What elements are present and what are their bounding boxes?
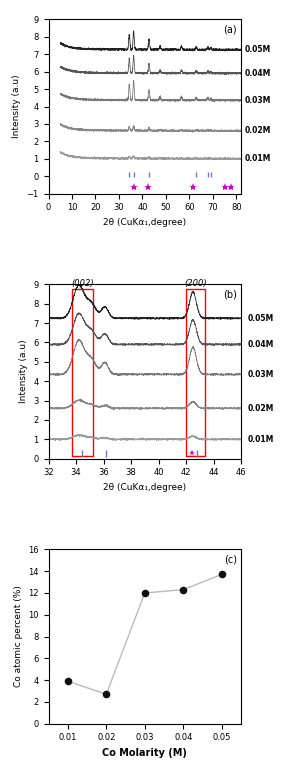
Text: 0.05M: 0.05M [245, 46, 271, 54]
Bar [72, 289, 93, 456]
Point [219, 568, 224, 580]
Y-axis label: Intensity (a.u): Intensity (a.u) [19, 340, 28, 403]
Text: 0.02M: 0.02M [248, 404, 274, 413]
Text: 0.03M: 0.03M [245, 96, 271, 105]
Point [104, 688, 108, 700]
Text: 0.05M: 0.05M [248, 313, 274, 323]
Text: (b): (b) [223, 289, 237, 300]
Text: (002): (002) [71, 279, 94, 288]
Text: 0.01M: 0.01M [248, 435, 274, 444]
Text: 0.04M: 0.04M [248, 340, 274, 349]
X-axis label: 2θ (CuKα₁,degree): 2θ (CuKα₁,degree) [103, 483, 186, 492]
Text: 0.04M: 0.04M [245, 69, 271, 78]
Y-axis label: Co atomic percent (%): Co atomic percent (%) [14, 586, 23, 687]
X-axis label: Co Molarity (M): Co Molarity (M) [102, 748, 187, 758]
Y-axis label: Intensity (a.u): Intensity (a.u) [12, 75, 21, 139]
Point [142, 587, 147, 599]
Text: (c): (c) [224, 555, 237, 564]
Point [181, 584, 186, 596]
Bar [186, 289, 205, 456]
Text: 0.02M: 0.02M [245, 126, 271, 135]
Text: 0.03M: 0.03M [248, 370, 274, 379]
Text: (a): (a) [224, 25, 237, 35]
Text: 0.01M: 0.01M [245, 154, 271, 163]
Point [65, 675, 70, 687]
Text: (200): (200) [184, 279, 207, 288]
X-axis label: 2θ (CuKα₁,degree): 2θ (CuKα₁,degree) [103, 218, 186, 227]
